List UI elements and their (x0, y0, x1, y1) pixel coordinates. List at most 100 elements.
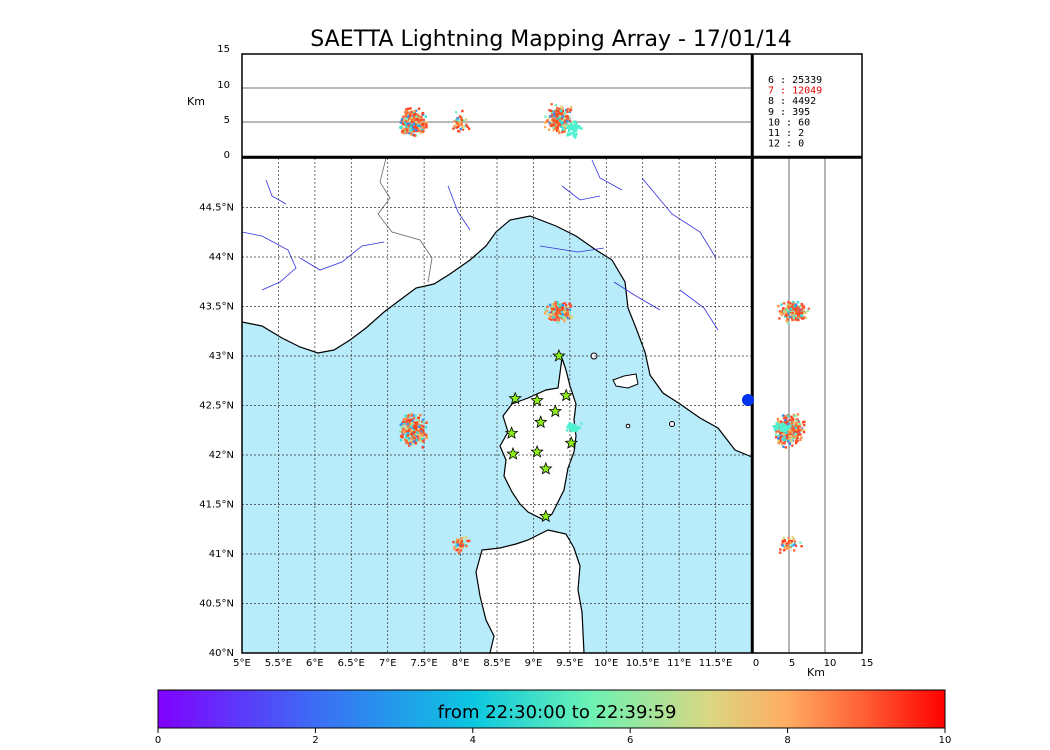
lightning-source-point (552, 308, 555, 311)
side-altitude-point (774, 433, 778, 436)
side-altitude-point (794, 432, 797, 436)
lon-tick-label: 8.5°E (483, 658, 510, 669)
side-altitude-point (777, 434, 780, 438)
side-altitude-point (784, 542, 788, 545)
lightning-source-point (458, 544, 462, 547)
altitude-point (548, 115, 552, 118)
altitude-point (548, 109, 551, 112)
side-altitude-point (801, 310, 804, 313)
side-altitude-point (788, 442, 792, 446)
lightning-source-point (421, 420, 424, 423)
lightning-source-point (406, 432, 410, 435)
lightning-source-point (460, 536, 463, 540)
side-altitude-point (791, 318, 794, 322)
altitude-point (563, 120, 567, 124)
side-altitude-point (792, 538, 796, 541)
side-altitude-point (784, 314, 788, 317)
side-altitude-point (788, 426, 792, 429)
lightning-source-point (409, 418, 413, 421)
side-altitude-point (776, 417, 780, 421)
altitude-point (410, 111, 413, 114)
lightning-source-point (420, 430, 423, 433)
lightning-source-point (461, 543, 465, 546)
altitude-point (574, 122, 577, 125)
lightning-source-point (550, 318, 553, 321)
lightning-source-point (421, 446, 424, 449)
side-altitude-point (784, 432, 788, 436)
side-altitude-point (781, 540, 785, 544)
altitude-point (403, 118, 406, 122)
lightning-source-point (563, 317, 567, 321)
altitude-point (556, 106, 559, 110)
lightning-source-point (410, 432, 414, 435)
side-altitude-point (785, 434, 789, 437)
lightning-source-point (406, 415, 410, 419)
altitude-point (420, 127, 424, 131)
altitude-point (546, 119, 549, 122)
colorbar-tick-label: 8 (784, 735, 790, 746)
map-panel: 5°E 5.5°E 6°E 6.5°E 7°E 7.5°E 8°E 8.5°E 9°E 9.5°E… (199, 157, 753, 669)
side-altitude-point (778, 317, 781, 320)
side-altitude-point (806, 309, 810, 312)
station-star-icon (508, 391, 522, 405)
colorbar-tick-label: 6 (627, 735, 633, 746)
sardinia-island (475, 529, 585, 653)
river (242, 159, 719, 331)
side-altitude-point (790, 440, 793, 443)
colorbar-gradient (157, 689, 946, 729)
lightning-source-point (405, 435, 408, 438)
altitude-point (559, 112, 562, 115)
altitude-point (409, 107, 412, 110)
side-altitude-point (774, 436, 778, 439)
lightning-source-point (410, 429, 414, 432)
altitude-point (456, 117, 460, 120)
side-altitude-point (783, 429, 786, 433)
side-altitude-point (792, 543, 796, 546)
lightning-source-point (550, 311, 553, 315)
side-altitude-point (789, 303, 792, 306)
altitude-point (558, 115, 562, 118)
lightning-source-point (455, 544, 458, 548)
altitude-point (455, 118, 458, 122)
side-altitude-point (793, 305, 797, 308)
lat-tick-label: 43.5°N (199, 302, 234, 313)
altitude-point (403, 130, 407, 133)
side-altitude-point (793, 428, 797, 432)
lightning-source-point (452, 540, 455, 544)
lightning-source-point (405, 439, 408, 443)
side-altitude-point (794, 421, 798, 425)
altitude-point (416, 114, 419, 117)
side-altitude-point (795, 434, 798, 437)
lightning-source-point (417, 427, 420, 431)
altitude-point (407, 112, 410, 116)
altitude-point (571, 126, 574, 129)
side-altitude-point (789, 424, 792, 428)
altitude-point (557, 122, 561, 125)
side-altitude-point (779, 440, 782, 443)
lightning-source-point (415, 438, 418, 442)
lightning-source-point (570, 424, 574, 428)
side-altitude-point (789, 307, 793, 311)
lightning-source-point (415, 433, 418, 437)
lightning-source-point (562, 315, 566, 319)
lightning-source-point (423, 432, 426, 435)
side-altitude-point (800, 428, 804, 431)
side-altitude-point (779, 436, 782, 439)
lightning-source-point (569, 316, 573, 320)
lightning-source-point (559, 307, 562, 311)
station-star-icon (539, 509, 553, 523)
station-star-icon (539, 461, 553, 475)
altitude-point (407, 111, 410, 114)
altitude-point (552, 119, 555, 123)
side-altitude-point (794, 441, 798, 445)
altitude-point (550, 113, 554, 116)
small-island (625, 423, 631, 429)
side-altitude-point (783, 414, 786, 418)
lightning-source-point (410, 414, 414, 417)
altitude-point (567, 132, 570, 135)
altitude-point (561, 130, 564, 134)
lightning-source-point (410, 441, 413, 444)
alt-ytick: 10 (217, 80, 230, 91)
lightning-source-point (405, 417, 408, 421)
